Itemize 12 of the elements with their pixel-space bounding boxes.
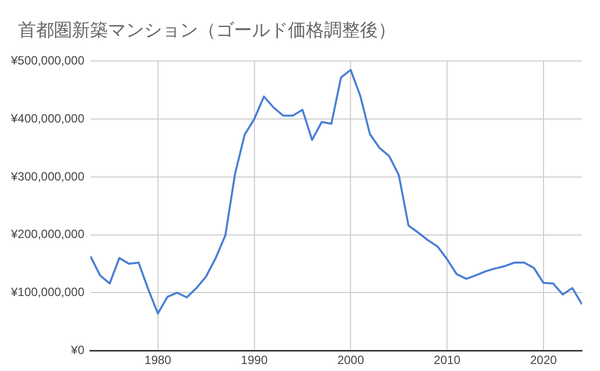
y-tick-label: ¥300,000,000 [10, 169, 85, 184]
x-tick-label: 2010 [434, 353, 461, 368]
chart-title: 首都圏新築マンション（ゴールド価格調整後） [18, 19, 396, 42]
x-tick-label: 1980 [144, 353, 172, 368]
x-tick-label: 2000 [337, 353, 364, 368]
y-tick-label: ¥500,000,000 [10, 54, 85, 68]
y-tick-label: ¥100,000,000 [10, 285, 85, 300]
y-tick-label: ¥200,000,000 [10, 227, 85, 242]
x-tick-label: 1990 [240, 353, 268, 368]
y-tick-label: ¥400,000,000 [10, 111, 85, 126]
x-tick-label: 2020 [530, 353, 558, 368]
y-tick-label: ¥0 [70, 342, 85, 357]
